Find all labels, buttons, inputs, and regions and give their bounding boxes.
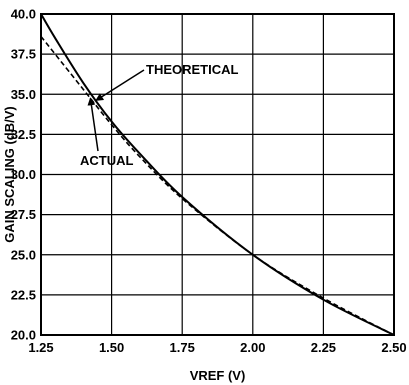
y-tick-label: 20.0 bbox=[11, 328, 36, 343]
annotation-arrow bbox=[87, 97, 99, 152]
plot-frame bbox=[40, 13, 395, 336]
series-line-actual bbox=[40, 35, 395, 336]
x-tick-label: 2.50 bbox=[381, 340, 406, 355]
y-tick-label: 22.5 bbox=[11, 287, 36, 302]
series-line-theoretical bbox=[40, 13, 395, 336]
y-tick-label: 37.5 bbox=[11, 47, 36, 62]
y-tick-label: 30.0 bbox=[11, 167, 36, 182]
x-tick-label: 2.00 bbox=[240, 340, 265, 355]
x-tick-label: 1.75 bbox=[170, 340, 195, 355]
x-tick-label: 1.25 bbox=[28, 340, 53, 355]
series-group bbox=[40, 13, 395, 336]
annotation-arrow bbox=[95, 69, 145, 101]
x-tick-labels: 1.25 1.50 1.75 2.00 2.25 2.50 bbox=[28, 340, 406, 355]
annotation-label-theoretical: THEORETICAL bbox=[146, 62, 239, 77]
y-tick-label: 32.5 bbox=[11, 127, 36, 142]
annotation-label-actual: ACTUAL bbox=[80, 153, 133, 168]
y-tick-label: 25.0 bbox=[11, 247, 36, 262]
y-tick-label: 40.0 bbox=[11, 7, 36, 22]
y-axis-label: GAIN SCALING (dB/V) bbox=[2, 106, 17, 243]
y-tick-labels: 40.0 37.5 35.0 32.5 30.0 27.5 25.0 22.5 20.0 bbox=[11, 7, 36, 343]
annotations: THEORETICAL ACTUAL bbox=[80, 62, 239, 168]
x-tick-label: 2.25 bbox=[311, 340, 336, 355]
y-tick-label: 35.0 bbox=[11, 87, 36, 102]
x-axis-label: VREF (V) bbox=[190, 368, 246, 383]
x-tick-label: 1.50 bbox=[99, 340, 124, 355]
y-tick-label: 27.5 bbox=[11, 207, 36, 222]
